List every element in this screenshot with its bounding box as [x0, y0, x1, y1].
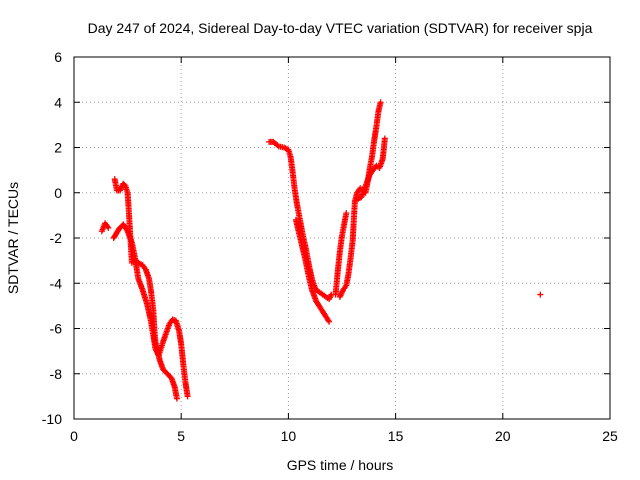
y-tick-label: -2	[50, 230, 63, 246]
data-points	[98, 99, 544, 402]
y-tick-label: 6	[54, 49, 62, 65]
data-point-marker	[381, 135, 388, 142]
data-point-marker	[537, 291, 544, 298]
data-point-marker	[377, 99, 384, 106]
x-tick-label: 0	[70, 428, 78, 444]
y-tick-label: -10	[42, 411, 62, 427]
data-point-marker	[326, 318, 333, 325]
y-tick-label: -6	[50, 321, 63, 337]
y-tick-label: -8	[50, 366, 63, 382]
data-point-marker	[184, 393, 191, 400]
axis-ticks: 0 5 10 15 20 25 -10 -8 -6 -4 -2 0 2 4 6	[42, 49, 618, 444]
y-axis-label: SDTVAR / TECUs	[5, 182, 21, 294]
y-tick-label: 2	[54, 140, 62, 156]
x-tick-label: 15	[388, 428, 404, 444]
x-tick-label: 5	[177, 428, 185, 444]
chart-title: Day 247 of 2024, Sidereal Day-to-day VTE…	[88, 20, 593, 36]
y-tick-label: 0	[54, 185, 62, 201]
data-point-marker	[274, 142, 281, 149]
x-tick-label: 25	[602, 428, 618, 444]
data-point-marker	[105, 224, 112, 231]
x-tick-label: 20	[495, 428, 511, 444]
y-tick-label: 4	[54, 94, 62, 110]
y-tick-label: -4	[50, 275, 63, 291]
data-point-marker	[343, 210, 350, 217]
x-tick-label: 10	[281, 428, 297, 444]
x-axis-label: GPS time / hours	[287, 457, 394, 473]
data-point-marker	[173, 395, 180, 402]
